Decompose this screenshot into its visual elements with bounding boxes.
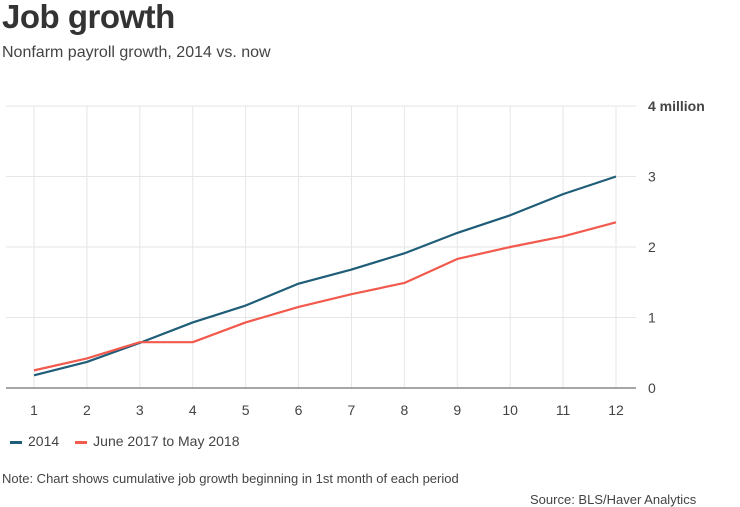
x-tick-label: 12 (608, 402, 624, 418)
legend-swatch (10, 440, 22, 444)
x-tick-label: 5 (242, 402, 250, 418)
x-tick-label: 2 (83, 402, 91, 418)
legend-swatch (75, 440, 88, 444)
series-line-2014 (33, 175, 617, 377)
x-tick-label: 6 (295, 402, 303, 418)
legend: 2014 June 2017 to May 2018 (10, 433, 240, 449)
y-tick-label: 2 (648, 239, 656, 255)
x-tick-label: 9 (453, 402, 461, 418)
chart-note: Note: Chart shows cumulative job growth … (2, 471, 459, 486)
y-tick-label: 1 (648, 310, 656, 326)
x-tick-label: 7 (348, 402, 356, 418)
legend-label: June 2017 to May 2018 (93, 433, 240, 449)
chart-title: Job growth (2, 0, 175, 35)
x-tick-label: 4 (189, 402, 197, 418)
x-tick-label: 3 (136, 402, 144, 418)
x-tick-label: 8 (400, 402, 408, 418)
legend-item-2017-2018: June 2017 to May 2018 (75, 433, 240, 449)
x-tick-label: 11 (556, 402, 571, 418)
x-tick-label: 10 (502, 402, 518, 418)
x-tick-label: 1 (30, 402, 38, 418)
legend-item-2014: 2014 (10, 433, 59, 449)
chart-subtitle: Nonfarm payroll growth, 2014 vs. now (2, 44, 271, 61)
series-line-2017-2018 (33, 221, 617, 372)
y-tick-label: 4 million (648, 98, 705, 114)
y-tick-label: 3 (648, 169, 656, 185)
legend-label: 2014 (28, 433, 60, 449)
chart-source: Source: BLS/Haver Analytics (530, 492, 697, 507)
y-tick-label: 0 (648, 380, 656, 396)
